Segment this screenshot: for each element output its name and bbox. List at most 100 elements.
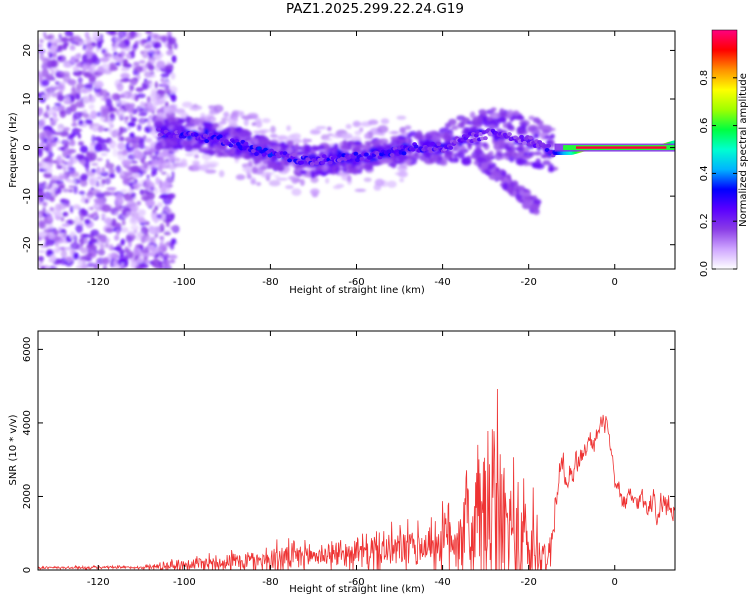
noise-blob <box>154 49 161 56</box>
halo-blob <box>367 119 379 125</box>
noise-blob <box>70 96 75 102</box>
halo-blob <box>241 163 254 168</box>
noise-blob <box>70 32 74 38</box>
halo-blob <box>277 135 288 141</box>
noise-blob <box>51 187 55 197</box>
noise-blob <box>171 55 177 63</box>
signal-blob <box>279 143 289 149</box>
noise-blob <box>38 191 45 198</box>
noise-blob <box>90 206 94 211</box>
noise-blob <box>59 184 66 189</box>
noise-blob <box>157 202 163 208</box>
noise-blob <box>58 175 66 180</box>
noise-blob <box>55 245 62 252</box>
chart-title: PAZ1.2025.299.22.24.G19 <box>286 1 464 17</box>
signal-blob <box>425 157 430 163</box>
noise-blob <box>89 144 94 153</box>
noise-blob <box>60 216 65 222</box>
noise-blob <box>48 232 56 240</box>
noise-blob <box>156 214 162 219</box>
snr-x-tick-label: 0 <box>612 577 618 588</box>
noise-blob <box>47 151 54 158</box>
halo-blob <box>260 171 272 178</box>
noise-blob <box>152 209 157 214</box>
signal-blob <box>171 141 178 146</box>
noise-blob <box>144 181 155 191</box>
noise-blob <box>88 176 98 184</box>
noise-blob <box>130 216 137 223</box>
signal-blob <box>481 111 487 117</box>
noise-blob <box>90 188 99 195</box>
noise-blob <box>54 242 59 247</box>
noise-blob <box>67 160 73 168</box>
noise-blob <box>105 98 113 107</box>
halo-blob <box>289 175 300 182</box>
noise-blob <box>38 74 44 83</box>
halo-blob <box>327 126 332 132</box>
noise-blob <box>56 74 64 78</box>
branch-blob <box>480 162 489 170</box>
noise-blob <box>68 185 75 189</box>
noise-blob <box>75 265 86 269</box>
ridge-point <box>483 136 488 141</box>
noise-blob <box>69 44 76 51</box>
snr-x-label: Height of straight line (km) <box>289 584 425 595</box>
noise-blob <box>99 113 104 122</box>
noise-blob <box>148 252 156 257</box>
halo-blob <box>399 126 406 134</box>
noise-blob <box>90 238 98 244</box>
noise-blob <box>75 224 83 234</box>
noise-blob <box>163 160 173 164</box>
noise-blob <box>143 134 147 141</box>
signal-blob <box>352 140 362 146</box>
signal-blob <box>451 125 459 131</box>
noise-blob <box>82 113 90 119</box>
signal-blob <box>299 169 305 175</box>
noise-blob <box>57 44 63 51</box>
noise-blob <box>168 254 178 260</box>
noise-blob <box>120 171 125 177</box>
noise-blob <box>144 228 150 234</box>
noise-blob <box>136 200 142 206</box>
noise-blob <box>160 72 170 78</box>
noise-blob <box>43 172 52 179</box>
noise-blob <box>130 204 139 213</box>
signal-blob <box>498 140 505 148</box>
noise-blob <box>102 108 110 115</box>
signal-blob <box>254 155 262 161</box>
halo-blob <box>163 106 171 112</box>
signal-blob <box>465 126 471 132</box>
signal-blob <box>515 157 524 166</box>
noise-blob <box>133 247 140 256</box>
halo-blob <box>396 115 407 120</box>
signal-blob <box>439 160 448 166</box>
noise-blob <box>150 173 155 177</box>
noise-blob <box>116 82 124 92</box>
noise-blob <box>48 38 59 45</box>
signal-blob <box>505 149 513 157</box>
noise-blob <box>57 165 63 170</box>
noise-blob <box>52 112 58 118</box>
noise-blob <box>148 191 155 201</box>
snr-y-tick-label: 0 <box>22 567 33 573</box>
ridge-point <box>234 138 240 143</box>
noise-blob <box>108 244 114 251</box>
noise-blob <box>165 213 175 222</box>
noise-blob <box>70 40 76 45</box>
noise-blob <box>115 37 120 43</box>
halo-blob <box>302 138 308 145</box>
noise-blob <box>147 35 152 42</box>
branch-blob <box>491 170 500 177</box>
noise-blob <box>65 155 71 159</box>
noise-blob <box>130 50 136 59</box>
halo-blob <box>374 178 385 187</box>
noise-blob <box>50 133 55 141</box>
noise-blob <box>137 218 147 224</box>
halo-blob <box>332 133 344 139</box>
spectrogram-y-tick-label: 10 <box>22 93 33 106</box>
noise-blob <box>71 85 76 93</box>
noise-blob <box>161 81 167 89</box>
halo-blob <box>291 188 302 196</box>
